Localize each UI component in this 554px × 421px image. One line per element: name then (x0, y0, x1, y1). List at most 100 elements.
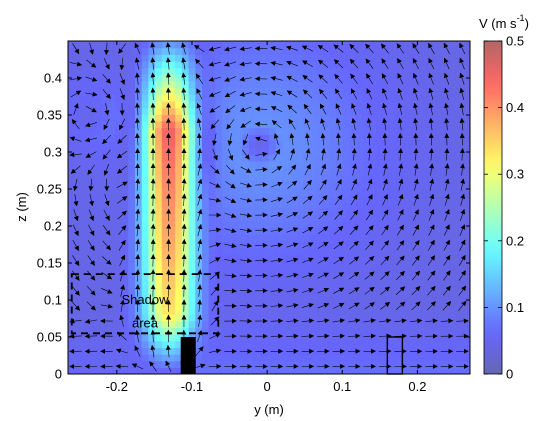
heat-cell (248, 314, 257, 322)
heat-cell (295, 334, 304, 342)
heat-cell (74, 227, 82, 235)
heat-cell (155, 234, 163, 242)
heat-cell (429, 274, 438, 282)
heat-cell (342, 154, 350, 162)
heat-cell (282, 274, 290, 282)
heat-cell (282, 187, 290, 195)
heat-cell (356, 160, 364, 169)
heat-cell (409, 327, 417, 335)
heat-cell (188, 234, 196, 242)
heat-cell (302, 187, 310, 195)
heat-cell (101, 347, 109, 355)
heat-cell (275, 74, 283, 82)
heat-cell (309, 127, 317, 135)
heat-cell (128, 167, 136, 175)
heat-cell (168, 107, 176, 115)
heat-cell (222, 134, 230, 142)
heat-cell (188, 54, 196, 62)
heat-cell (376, 114, 384, 122)
heat-cell (436, 200, 444, 209)
velocity-arrow (303, 179, 312, 190)
heat-cell (443, 60, 451, 69)
velocity-arrow (196, 102, 202, 115)
heat-cell (456, 167, 464, 175)
heat-cell (222, 100, 230, 109)
heat-cell (121, 227, 129, 235)
heat-cell (416, 340, 424, 348)
velocity-arrow (271, 181, 283, 188)
heat-cell (228, 320, 237, 328)
heat-cell (195, 41, 203, 49)
heat-cell (202, 147, 210, 155)
heat-cell (128, 74, 136, 82)
heat-cell (181, 274, 190, 282)
heat-cell (175, 87, 183, 95)
velocity-arrow (224, 273, 237, 279)
heat-cell (141, 294, 149, 302)
heat-cell (181, 180, 190, 189)
heat-cell (228, 114, 237, 122)
heat-cell (275, 120, 283, 129)
heat-cell (429, 160, 438, 169)
heat-cell (114, 280, 123, 289)
heat-cell (329, 207, 337, 215)
heat-cell (68, 41, 76, 49)
heat-cell (329, 327, 337, 335)
heat-cell (295, 74, 304, 82)
heat-cell (423, 247, 431, 255)
heat-cell (463, 247, 470, 255)
heat-cell (275, 334, 283, 342)
heat-cell (403, 60, 411, 69)
velocity-arrow (350, 194, 358, 206)
heat-cell (195, 140, 203, 149)
heat-cell (94, 300, 103, 308)
heat-cell (108, 67, 116, 75)
heat-cell (409, 100, 417, 109)
heat-cell (121, 234, 129, 242)
heat-cell (295, 87, 304, 95)
heat-cell (356, 167, 364, 175)
heat-cell (101, 307, 109, 315)
heat-cell (235, 254, 243, 262)
heat-cell (336, 234, 344, 242)
heat-cell (315, 200, 324, 209)
velocity-arrow (443, 270, 451, 281)
heat-cell (322, 154, 330, 162)
velocity-arrow (227, 133, 233, 146)
heat-cell (423, 60, 431, 69)
heat-cell (356, 54, 364, 62)
heat-cell (443, 267, 451, 275)
heat-cell (436, 87, 444, 95)
heat-cell (362, 180, 371, 189)
heat-cell (456, 227, 464, 235)
heat-cell (135, 227, 143, 235)
heat-cell (262, 134, 270, 142)
heat-cell (235, 220, 243, 229)
heat-cell (443, 220, 451, 229)
heat-cell (128, 134, 136, 142)
heat-cell (315, 107, 324, 115)
heat-cell (255, 267, 263, 275)
heat-cell (101, 154, 109, 162)
velocity-arrow (239, 106, 252, 112)
velocity-arrow (71, 285, 80, 296)
heat-cell (289, 274, 297, 282)
heat-cell (336, 94, 344, 102)
heat-cell (342, 300, 350, 308)
heat-cell (148, 207, 156, 215)
heat-cell (342, 41, 350, 49)
heat-cell (108, 287, 116, 295)
velocity-arrow (104, 178, 110, 192)
heat-cell (94, 207, 103, 215)
velocity-arrow (348, 302, 360, 310)
heat-cell (403, 160, 411, 169)
heat-cell (362, 214, 371, 222)
heat-cell (389, 94, 397, 102)
heat-cell (436, 254, 444, 262)
velocity-arrow (319, 88, 328, 99)
heat-cell (148, 174, 156, 182)
heat-cell (161, 47, 170, 55)
heat-cell (155, 320, 163, 328)
heat-cell (275, 94, 283, 102)
heat-cell (449, 174, 458, 182)
